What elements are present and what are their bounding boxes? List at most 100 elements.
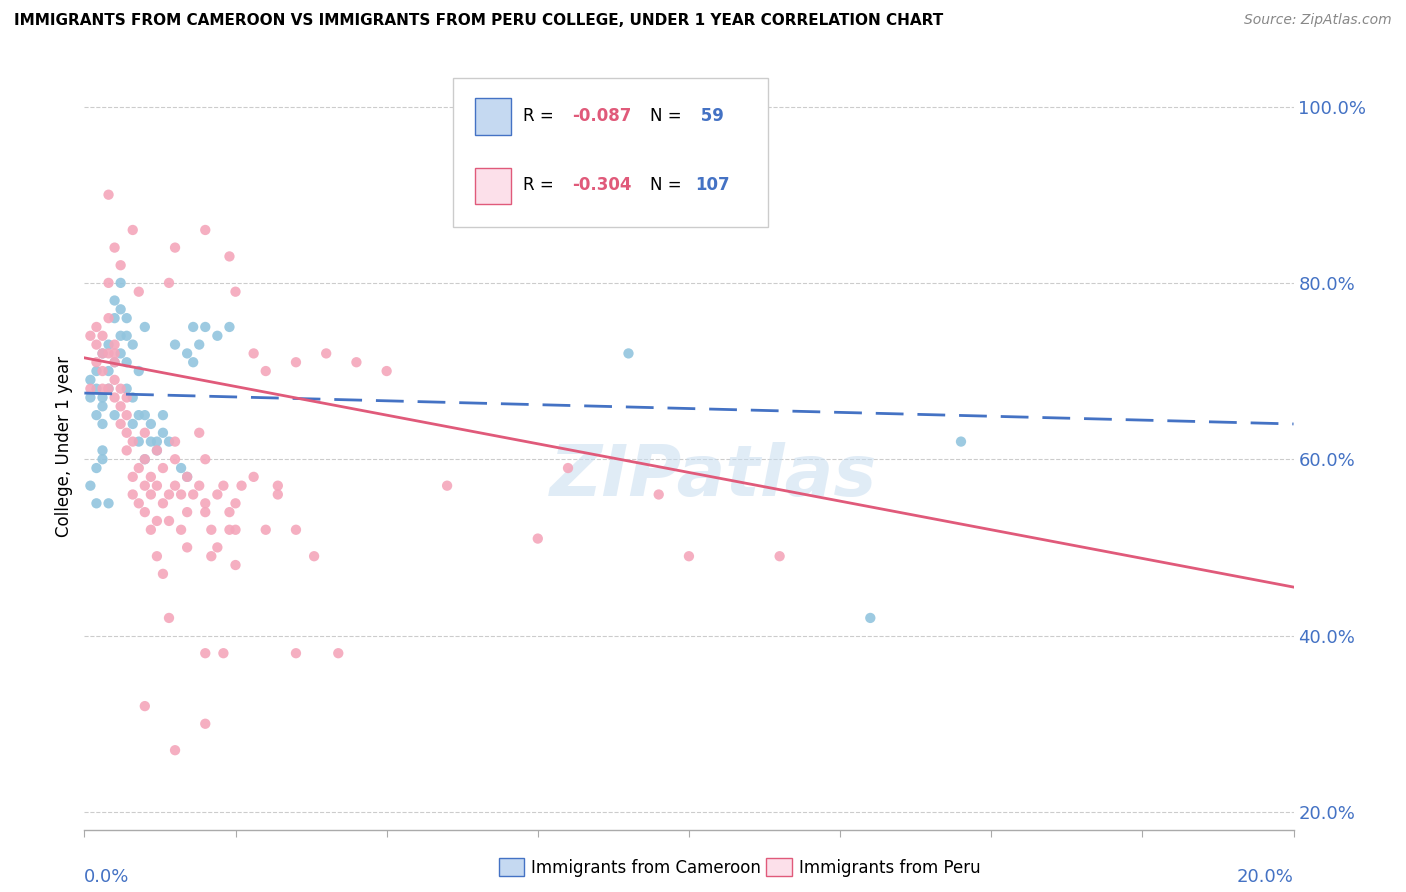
Point (165, 743, 187, 757)
Point (194, 223, 217, 237)
Text: IMMIGRANTS FROM CAMEROON VS IMMIGRANTS FROM PERU COLLEGE, UNDER 1 YEAR CORRELATI: IMMIGRANTS FROM CAMEROON VS IMMIGRANTS F… (14, 13, 943, 29)
Point (91, 346, 114, 360)
Point (176, 470, 198, 484)
Point (225, 285, 247, 299)
Point (86, 382, 108, 396)
Point (254, 523, 277, 537)
Point (86, 408, 108, 422)
Point (152, 566, 174, 581)
Point (97, 311, 120, 326)
Point (188, 478, 211, 492)
Point (194, 452, 217, 467)
Point (176, 346, 198, 360)
Point (242, 470, 264, 484)
Point (97, 364, 120, 378)
Point (104, 373, 127, 387)
Point (121, 223, 143, 237)
Point (139, 434, 162, 449)
Point (97, 382, 120, 396)
Point (128, 285, 150, 299)
Point (165, 337, 187, 351)
Y-axis label: College, Under 1 year: College, Under 1 year (55, 355, 73, 537)
Point (115, 391, 138, 405)
Text: Source: ZipAtlas.com: Source: ZipAtlas.com (1244, 13, 1392, 28)
Point (859, 611, 882, 625)
Point (218, 523, 240, 537)
Point (315, 346, 337, 360)
Point (181, 355, 204, 369)
Point (285, 646, 308, 660)
Point (110, 417, 132, 431)
Point (86, 355, 108, 369)
Point (91, 443, 114, 458)
Point (115, 311, 138, 326)
Point (128, 364, 150, 378)
Point (225, 496, 247, 510)
Point (678, 549, 700, 564)
Text: Immigrants from Peru: Immigrants from Peru (799, 859, 980, 877)
Point (128, 461, 150, 475)
Point (285, 523, 308, 537)
Point (110, 302, 132, 317)
Point (194, 505, 217, 519)
Point (157, 514, 180, 528)
Point (218, 320, 240, 334)
Point (134, 408, 156, 422)
Point (152, 408, 174, 422)
Point (267, 487, 290, 501)
Point (218, 249, 240, 263)
Point (91, 417, 114, 431)
Point (91, 452, 114, 467)
Point (194, 646, 217, 660)
Point (146, 478, 169, 492)
Point (194, 320, 217, 334)
Point (157, 434, 180, 449)
Point (950, 434, 973, 449)
Point (146, 514, 169, 528)
Point (170, 487, 193, 501)
Point (104, 346, 127, 360)
Point (165, 452, 187, 467)
Point (176, 470, 198, 484)
Point (200, 549, 222, 564)
Text: 59: 59 (695, 107, 724, 125)
Point (165, 241, 187, 255)
Point (79, 391, 101, 405)
Text: R =: R = (523, 107, 560, 125)
Point (769, 549, 792, 564)
Point (104, 337, 127, 351)
Point (134, 452, 156, 467)
Point (254, 364, 277, 378)
Point (207, 487, 229, 501)
Text: 0.0%: 0.0% (84, 869, 129, 887)
Point (152, 496, 174, 510)
Point (165, 478, 187, 492)
Point (134, 699, 156, 714)
Point (97, 187, 120, 202)
Text: 20.0%: 20.0% (1237, 869, 1294, 887)
Point (139, 523, 162, 537)
Point (194, 716, 217, 731)
Point (242, 346, 264, 360)
Point (648, 487, 671, 501)
Point (231, 478, 253, 492)
Point (110, 258, 132, 272)
Point (134, 478, 156, 492)
Point (110, 346, 132, 360)
Point (121, 434, 143, 449)
Point (200, 523, 222, 537)
Bar (475, 168, 512, 204)
Point (139, 487, 162, 501)
Point (181, 320, 204, 334)
Point (115, 425, 138, 440)
Point (115, 443, 138, 458)
Point (188, 337, 211, 351)
Point (86, 364, 108, 378)
Point (328, 646, 350, 660)
Point (91, 382, 114, 396)
Point (121, 391, 143, 405)
Point (139, 470, 162, 484)
Point (91, 346, 114, 360)
Point (110, 400, 132, 414)
Point (104, 355, 127, 369)
